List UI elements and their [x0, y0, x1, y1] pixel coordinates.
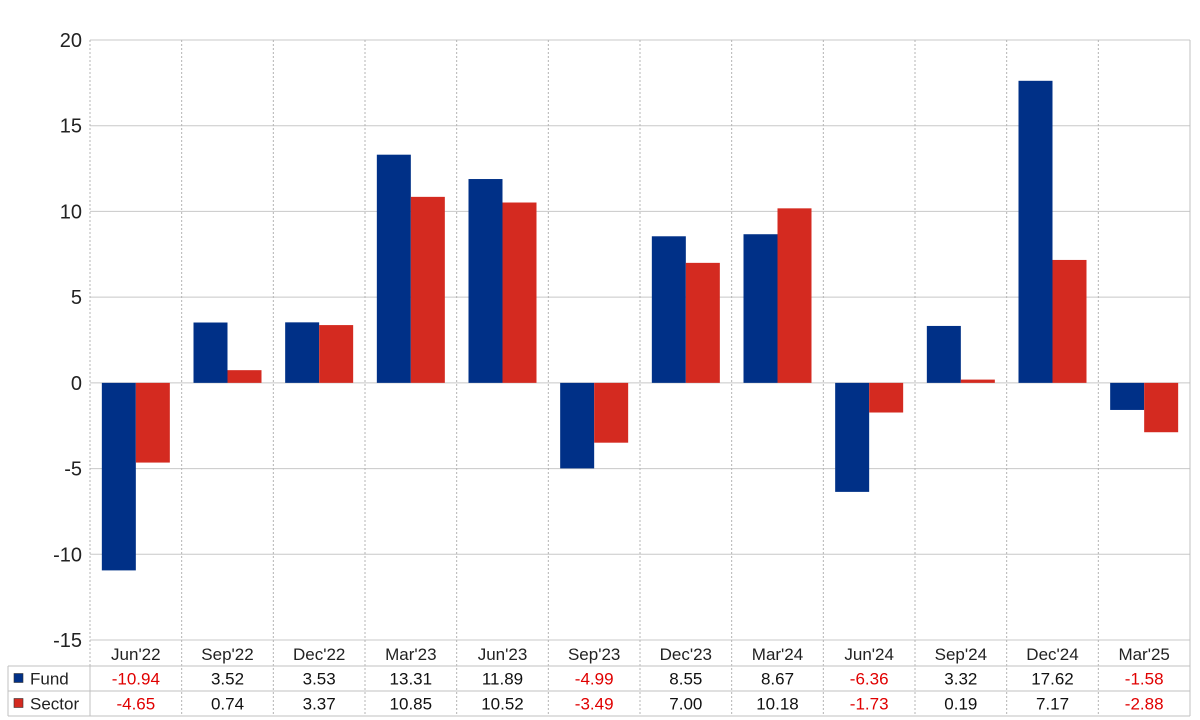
data-label-sector: -2.88 — [1125, 695, 1164, 714]
y-axis: -15 -10 -5 0 5 10 15 20 — [53, 30, 82, 652]
data-label-fund: -10.94 — [112, 670, 160, 689]
legend-label-sector: Sector — [30, 695, 79, 714]
data-label-sector: 10.18 — [756, 695, 799, 714]
x-tick-label: Jun'22 — [111, 645, 161, 664]
data-label-sector: 7.17 — [1036, 695, 1069, 714]
data-label-sector: 3.37 — [303, 695, 336, 714]
bar-fund — [743, 234, 778, 383]
bars — [101, 80, 1179, 571]
data-label-fund: -4.99 — [575, 670, 614, 689]
bar-fund — [101, 382, 136, 571]
y-tick-label: 5 — [71, 287, 82, 309]
data-label-sector: -1.73 — [850, 695, 889, 714]
x-tick-label: Sep'24 — [935, 645, 987, 664]
bar-sector — [594, 382, 629, 443]
data-label-fund: 8.67 — [761, 670, 794, 689]
y-tick-label: -15 — [53, 630, 82, 652]
x-tick-label: Jun'24 — [844, 645, 894, 664]
legend-swatch-fund — [13, 673, 24, 683]
bar-fund — [1018, 80, 1053, 383]
bar-sector — [1052, 259, 1087, 383]
bar-fund — [835, 382, 870, 492]
x-tick-label: Mar'25 — [1118, 645, 1169, 664]
bar-sector — [319, 325, 354, 383]
data-table: Fund -10.94 3.52 3.53 13.31 11.89 -4.99 8.55 8.6… — [7, 40, 1191, 717]
y-tick-label: -5 — [64, 459, 82, 481]
data-label-fund: 3.53 — [303, 670, 336, 689]
bar-fund — [193, 322, 228, 383]
data-label-fund: 8.55 — [669, 670, 702, 689]
x-tick-label: Mar'23 — [385, 645, 436, 664]
x-tick-label: Mar'24 — [752, 645, 803, 664]
data-label-fund: 3.52 — [211, 670, 244, 689]
bar-fund — [376, 154, 411, 383]
data-label-sector: -4.65 — [116, 695, 155, 714]
x-tick-label: Sep'23 — [568, 645, 620, 664]
bar-sector — [1144, 382, 1179, 433]
data-label-sector: 10.85 — [390, 695, 433, 714]
data-label-sector: 0.74 — [211, 695, 244, 714]
bar-sector — [502, 202, 537, 383]
data-label-sector: -3.49 — [575, 695, 614, 714]
bar-fund — [468, 179, 503, 383]
bar-sector — [777, 208, 812, 383]
data-label-fund: 17.62 — [1031, 670, 1074, 689]
bar-sector — [227, 370, 262, 383]
bar-sector — [960, 379, 995, 383]
legend-label-fund: Fund — [30, 670, 69, 689]
x-axis-labels: Jun'22 Sep'22 Dec'22 Mar'23 Jun'23 Sep'23 Dec'… — [111, 645, 1170, 664]
y-tick-label: 15 — [60, 116, 82, 138]
bar-fund — [560, 382, 595, 469]
y-tick-label: 0 — [71, 373, 82, 395]
x-tick-label: Sep'22 — [201, 645, 253, 664]
bar-sector — [685, 262, 720, 383]
x-tick-label: Dec'23 — [660, 645, 712, 664]
bar-fund — [285, 322, 320, 383]
data-label-fund: 13.31 — [390, 670, 433, 689]
bar-fund — [926, 325, 961, 383]
bar-fund — [651, 236, 686, 383]
x-tick-label: Dec'24 — [1026, 645, 1078, 664]
legend-swatch-sector — [13, 698, 24, 708]
x-tick-label: Dec'22 — [293, 645, 345, 664]
data-label-fund: 11.89 — [482, 670, 523, 689]
data-label-sector: 10.52 — [481, 695, 524, 714]
y-tick-label: 10 — [60, 201, 82, 223]
bar-sector — [410, 196, 445, 383]
data-label-fund: -1.58 — [1125, 670, 1164, 689]
data-label-fund: 3.32 — [944, 670, 977, 689]
y-tick-label: -10 — [53, 544, 82, 566]
bar-sector — [869, 382, 904, 413]
data-label-fund: -6.36 — [850, 670, 889, 689]
bar-sector — [135, 382, 170, 463]
bar-fund — [1110, 382, 1145, 410]
y-tick-label: 20 — [60, 30, 82, 52]
data-label-sector: 0.19 — [944, 695, 977, 714]
data-label-sector: 7.00 — [669, 695, 702, 714]
x-tick-label: Jun'23 — [478, 645, 528, 664]
